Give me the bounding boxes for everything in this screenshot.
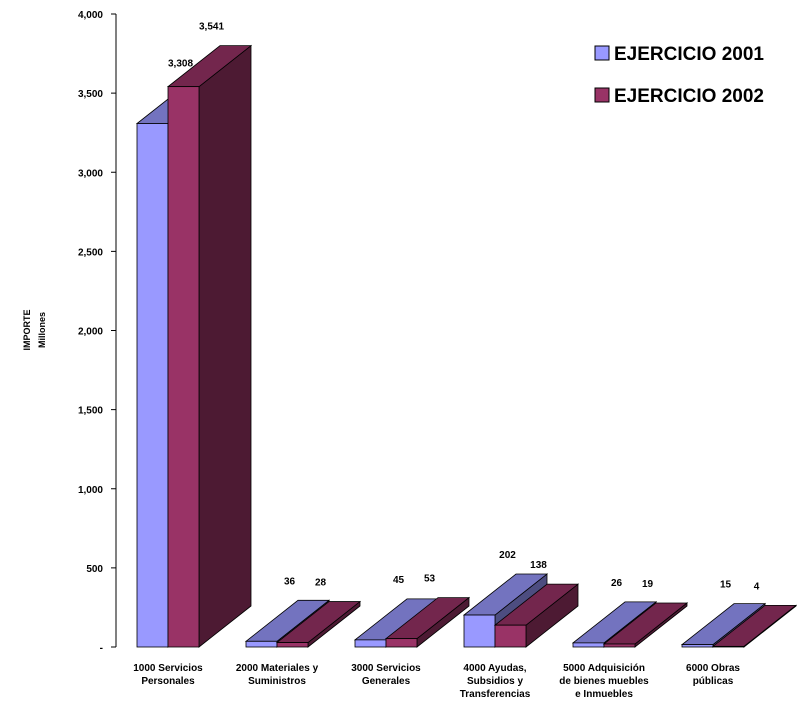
bar xyxy=(712,645,745,648)
legend-label: EJERCICIO 2001 xyxy=(614,44,764,65)
data-label: 138 xyxy=(530,560,547,571)
data-label: 26 xyxy=(611,578,623,589)
bar xyxy=(276,642,309,648)
data-label: 28 xyxy=(315,578,327,589)
category-labels: 1000 Servicios Personales 2000 Materiales … xyxy=(133,663,740,700)
legend: EJERCICIO 2001 EJERCICIO 2002 xyxy=(594,44,764,107)
data-label: 15 xyxy=(720,580,732,591)
category-label: 2000 Materiales y xyxy=(236,663,319,674)
data-label: 19 xyxy=(642,579,654,590)
bar xyxy=(385,638,418,648)
data-labels: 3,308 3,541 36 28 45 53 202 138 26 19 15 4 xyxy=(168,22,760,593)
legend-swatch xyxy=(594,87,610,103)
y-tick-label: 500 xyxy=(86,564,103,575)
category-label: Transferencias xyxy=(460,689,531,700)
y-tick-label: 2,500 xyxy=(78,247,103,258)
bar xyxy=(354,639,387,648)
data-label: 36 xyxy=(284,576,296,587)
y-axis-title: IMPORTE xyxy=(22,309,32,350)
category-label: de bienes muebles xyxy=(559,676,649,687)
data-label: 4 xyxy=(754,581,760,592)
data-label: 53 xyxy=(424,574,436,585)
category-label: públicas xyxy=(693,676,734,687)
y-tick-label: 4,000 xyxy=(78,10,103,21)
bar xyxy=(463,614,496,648)
y-axis-subtitle: Millones xyxy=(37,312,47,348)
bar xyxy=(245,640,278,648)
bars xyxy=(135,44,797,648)
bar xyxy=(572,642,605,648)
bar xyxy=(494,624,527,648)
bar xyxy=(681,644,714,648)
category-label: Suministros xyxy=(248,676,306,687)
data-label: 3,541 xyxy=(199,22,224,33)
category-label: 4000 Ayudas, xyxy=(463,663,526,674)
legend-label: EJERCICIO 2002 xyxy=(614,86,764,107)
category-label: 3000 Servicios xyxy=(351,663,421,674)
y-axis: - 500 1,000 1,500 2,000 2,500 3,000 3,500 4,000 xyxy=(78,10,117,654)
category-label: Personales xyxy=(141,676,195,687)
bar xyxy=(136,123,169,648)
y-tick-label: 1,000 xyxy=(78,485,103,496)
y-tick-label: 3,500 xyxy=(78,89,103,100)
category-label: Subsidios y xyxy=(467,676,524,687)
y-tick-label: 2,000 xyxy=(78,327,103,338)
y-tick-label: 3,000 xyxy=(78,168,103,179)
bar xyxy=(603,643,636,648)
data-label: 45 xyxy=(393,575,405,586)
category-label: Generales xyxy=(362,676,411,687)
data-label: 3,308 xyxy=(168,59,193,70)
category-label: 1000 Servicios xyxy=(133,663,203,674)
category-label: 5000 Adquisición xyxy=(563,663,645,674)
data-label: 202 xyxy=(499,550,516,561)
y-tick-label: 1,500 xyxy=(78,406,103,417)
category-label: 6000 Obras xyxy=(686,663,740,674)
y-tick-label: - xyxy=(100,643,103,654)
legend-swatch xyxy=(594,45,610,61)
category-label: e Inmuebles xyxy=(575,689,633,700)
bar xyxy=(167,86,200,648)
bar-side xyxy=(198,44,252,648)
